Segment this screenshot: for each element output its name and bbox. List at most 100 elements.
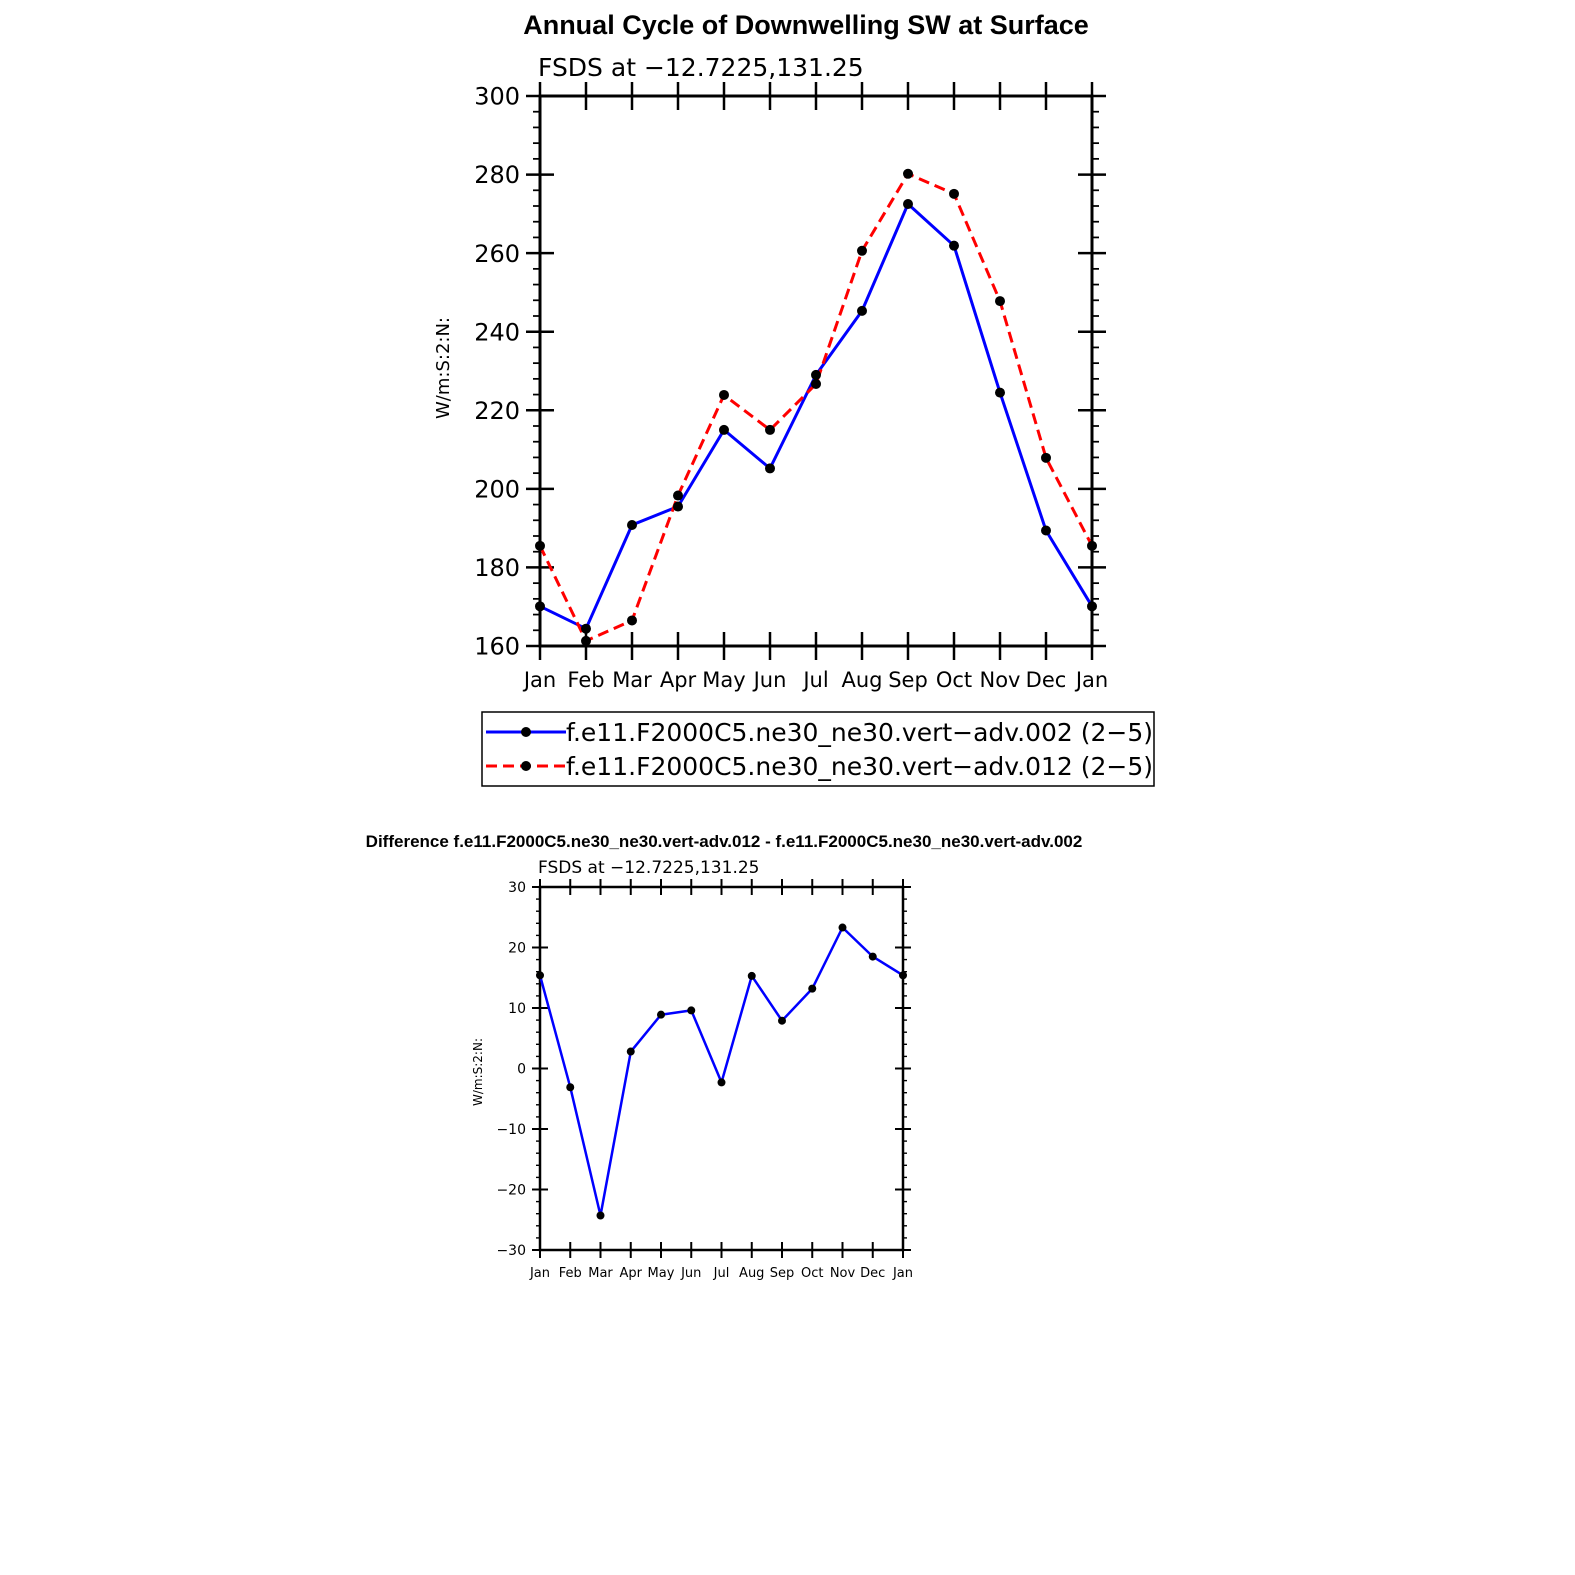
data-point-series-2	[1087, 540, 1097, 551]
x-tick-label: Mar	[612, 668, 652, 692]
series-line-2	[538, 172, 1094, 643]
data-point-series-1	[857, 305, 867, 316]
y-tick-label: 180	[474, 554, 520, 582]
y-tick-label: 300	[474, 83, 520, 111]
data-point-series-1	[1087, 601, 1097, 612]
data-point-series-1	[949, 240, 959, 251]
data-point-series-1	[566, 1083, 575, 1092]
data-point-series-1	[719, 424, 729, 435]
x-tick-label: Aug	[739, 1266, 764, 1281]
data-point-series-1	[838, 923, 847, 932]
series-line-1	[539, 202, 1094, 631]
x-tick-label: Jul	[713, 1266, 730, 1281]
data-point-series-1	[811, 369, 821, 380]
data-point-series-1	[536, 971, 544, 980]
x-tick-label: May	[702, 668, 745, 692]
series-layer	[535, 168, 1097, 646]
y-tick-labels: −30 −20 −10 0 10 20 30	[496, 880, 526, 1259]
chart-subtitle: FSDS at −12.7225,131.25	[538, 858, 759, 878]
legend-marker-series-2	[521, 761, 531, 771]
y-tick-label: −10	[496, 1122, 526, 1138]
data-point-series-1	[899, 971, 907, 980]
legend: f.e11.F2000C5.ne30_ne30.vert−adv.002 (2−…	[481, 711, 1155, 787]
x-tick-label: Mar	[588, 1266, 613, 1281]
chart-title: Difference f.e11.F2000C5.ne30_ne30.vert-…	[366, 832, 1083, 851]
y-tick-label: 280	[474, 161, 520, 189]
y-tick-label: 20	[508, 941, 526, 957]
data-point-series-1	[808, 984, 817, 993]
y-tick-label: 10	[508, 1001, 526, 1017]
y-tick-label: −20	[496, 1183, 526, 1199]
y-tick-label: 240	[474, 318, 520, 346]
x-tick-label: Feb	[559, 1266, 582, 1281]
chart-title: Annual Cycle of Downwelling SW at Surfac…	[523, 10, 1089, 40]
data-point-series-2	[765, 424, 775, 435]
x-tick-label: Oct	[936, 668, 972, 692]
x-tick-label: Jan	[529, 1266, 550, 1281]
legend-box	[481, 711, 1155, 787]
data-point-series-1	[657, 1010, 665, 1019]
y-tick-label: 0	[517, 1062, 526, 1078]
x-tick-label: Jul	[801, 668, 828, 692]
x-tick-label: Jan	[522, 668, 556, 692]
x-tick-label: Sep	[770, 1266, 795, 1281]
x-tick-label: Jun	[752, 668, 787, 692]
data-point-series-1	[747, 971, 756, 980]
data-point-series-2	[903, 168, 913, 179]
data-point-series-2	[1041, 452, 1051, 463]
data-point-series-2	[949, 188, 959, 199]
y-axis-label: W/m:S:2:N:	[471, 1038, 485, 1106]
legend-marker-series-1	[521, 727, 531, 737]
x-tick-labels: Jan Feb Mar Apr May Jun Jul Aug Sep Oct Nov Dec Jan	[529, 1266, 913, 1281]
data-point-series-2	[719, 389, 729, 400]
x-tick-label: Jan	[1074, 668, 1108, 692]
data-point-series-1	[687, 1006, 696, 1015]
x-tick-label: Jun	[680, 1266, 701, 1281]
data-point-series-2	[627, 615, 637, 626]
data-point-series-1	[717, 1078, 726, 1087]
x-tick-label: Feb	[567, 668, 604, 692]
data-point-series-1	[903, 199, 913, 210]
legend-label-series-1: f.e11.F2000C5.ne30_ne30.vert−adv.002 (2−…	[566, 718, 1153, 747]
data-point-series-1	[995, 387, 1005, 398]
x-tick-label: Nov	[830, 1266, 856, 1281]
data-point-series-2	[995, 296, 1005, 307]
data-point-series-2	[535, 540, 545, 551]
x-tick-label: Apr	[620, 1266, 643, 1281]
difference-chart: Difference f.e11.F2000C5.ne30_ne30.vert-…	[366, 832, 1083, 1281]
plot-frame	[538, 94, 1094, 648]
x-tick-label: Sep	[888, 668, 928, 692]
y-tick-label: 260	[474, 240, 520, 268]
data-point-series-1	[581, 623, 591, 634]
data-point-series-2	[581, 635, 591, 646]
legend-label-series-2: f.e11.F2000C5.ne30_ne30.vert−adv.012 (2−…	[566, 752, 1153, 781]
data-point-series-1	[535, 601, 545, 612]
x-tick-label: May	[648, 1266, 675, 1281]
x-tick-labels: Jan Feb Mar Apr May Jun Jul Aug Sep Oct Nov Dec Jan	[522, 668, 1108, 692]
data-point-series-1	[627, 520, 637, 530]
y-tick-labels: 160 180 200 220 240 260 280 300	[474, 83, 520, 661]
axis-ticks	[532, 879, 911, 1258]
data-point-series-2	[811, 378, 821, 389]
data-point-series-2	[673, 490, 683, 501]
y-tick-label: −30	[496, 1243, 526, 1259]
x-tick-label: Dec	[860, 1266, 885, 1281]
x-tick-label: Oct	[801, 1266, 823, 1281]
y-tick-label: 200	[474, 475, 520, 503]
x-tick-label: Jan	[892, 1266, 913, 1281]
x-tick-label: Aug	[841, 668, 882, 692]
x-tick-label: Apr	[660, 668, 697, 692]
data-point-series-2	[857, 245, 867, 256]
plot-frame	[538, 885, 905, 1252]
x-tick-label: Nov	[980, 668, 1021, 692]
data-point-series-1	[765, 463, 775, 474]
data-point-series-1	[868, 952, 877, 961]
chart-subtitle: FSDS at −12.7225,131.25	[538, 53, 864, 82]
data-point-series-1	[626, 1047, 635, 1056]
series-layer	[536, 923, 907, 1220]
data-point-series-1	[1041, 525, 1051, 536]
x-tick-label: Dec	[1026, 668, 1067, 692]
y-axis-label: W/m:S:2:N:	[433, 317, 454, 419]
y-tick-label: 160	[474, 633, 520, 661]
